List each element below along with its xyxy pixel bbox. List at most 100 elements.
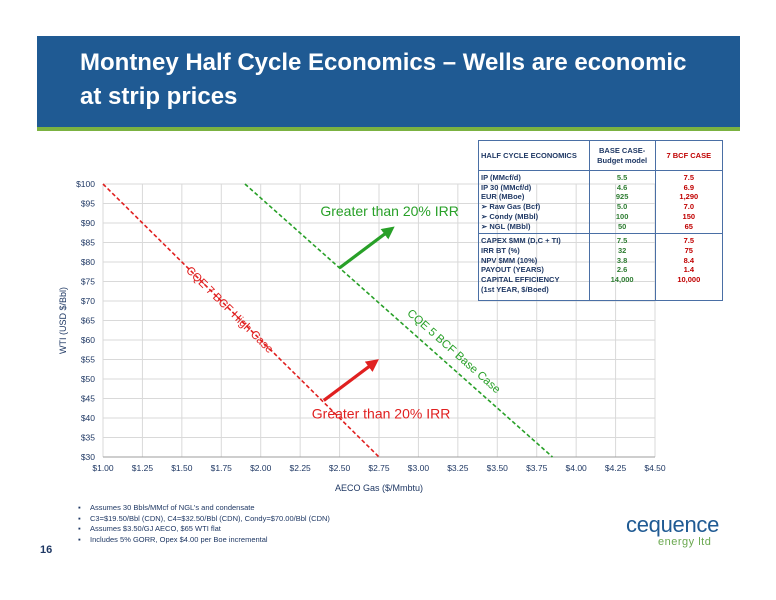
economics-label-line: IRR BT (%) <box>481 245 520 255</box>
title-banner-stripe <box>37 127 740 131</box>
y-tick-label: $55 <box>81 355 95 365</box>
production-high-value-line: 7.0 <box>683 202 695 212</box>
economics-label-line: CAPEX $MM (D,C + TI) <box>481 236 561 246</box>
table-header-high: 7 BCF CASE <box>654 140 724 171</box>
economics-high-values: 7.5 75 8.4 1.4 10,000 <box>654 233 724 302</box>
production-high-value-line: 1,290 <box>679 192 699 202</box>
table-section-production: IP (MMcf/d) IP 30 (MMcf/d) EUR (MBoe) ➢ Raw… <box>478 169 724 235</box>
economics-base-value-line: 2.6 <box>616 265 628 275</box>
base-case-line <box>244 183 554 458</box>
x-tick-label: $3.50 <box>487 463 509 473</box>
production-label-line: ➢ NGL (MBbl) <box>481 221 531 231</box>
economics-labels: CAPEX $MM (D,C + TI) IRR BT (%) NPV $MM (1… <box>478 233 590 302</box>
table-header-base-line2: Budget model <box>597 155 648 165</box>
x-tick-label: $2.25 <box>290 463 312 473</box>
production-high-values: 7.5 6.9 1,290 7.0 150 65 <box>654 169 724 235</box>
production-high-value-line: 6.9 <box>683 182 695 192</box>
base-case-irr-annotation: Greater than 20% IRR <box>320 203 459 219</box>
x-tick-label: $2.75 <box>368 463 390 473</box>
production-high-value-line: 65 <box>684 221 693 231</box>
y-tick-label: $70 <box>81 296 95 306</box>
x-tick-label: $2.50 <box>329 463 351 473</box>
high-case-irr-annotation: Greater than 20% IRR <box>312 405 451 421</box>
table-header-row: HALF CYCLE ECONOMICS BASE CASE- Budget m… <box>478 140 724 171</box>
x-tick-label: $4.00 <box>566 463 588 473</box>
x-tick-label: $1.25 <box>132 463 154 473</box>
economics-label-line: NPV $MM (10%) <box>481 255 538 265</box>
x-tick-label: $4.50 <box>644 463 666 473</box>
economics-high-value-line: 1.4 <box>683 265 695 275</box>
x-tick-label: $3.75 <box>526 463 548 473</box>
production-base-value-line: 100 <box>615 211 629 221</box>
economics-high-value-line: 75 <box>684 245 693 255</box>
x-tick-label: $1.50 <box>171 463 193 473</box>
economics-label-line: PAYOUT (YEARS) <box>481 265 544 275</box>
table-section-economics: CAPEX $MM (D,C + TI) IRR BT (%) NPV $MM (1… <box>478 233 724 302</box>
x-tick-label: $2.00 <box>250 463 272 473</box>
economics-high-value-line <box>658 285 720 295</box>
table-header-base: BASE CASE- Budget model <box>588 140 656 171</box>
y-tick-label: $65 <box>81 316 95 326</box>
x-tick-label: $3.25 <box>447 463 469 473</box>
y-tick-label: $75 <box>81 277 95 287</box>
economics-base-value-line: 32 <box>617 245 627 255</box>
economics-base-value-line <box>592 285 653 295</box>
note-item: C3=$19.50/Bbl (CDN), C4=$32.50/Bbl (CDN)… <box>78 514 330 525</box>
y-tick-label: $45 <box>81 394 95 404</box>
production-label-line: IP (MMcf/d) <box>481 173 521 182</box>
y-tick-label: $60 <box>81 335 95 345</box>
production-label-line: ➢ Raw Gas (Bcf) <box>481 202 541 212</box>
economics-high-value-line: 8.4 <box>683 255 695 265</box>
production-high-value-line: 150 <box>682 211 696 221</box>
production-base-value-line: 5.0 <box>616 202 628 212</box>
y-tick-label: $30 <box>81 452 95 462</box>
economics-high-value-line: 7.5 <box>683 236 695 246</box>
economics-base-values: 7.5 32 3.8 2.6 14,000 <box>588 233 656 302</box>
y-tick-label: $95 <box>81 199 95 209</box>
production-label-line: EUR (MBoe) <box>481 192 525 202</box>
high-case-label: CQE 7 BCF High Case <box>183 265 275 356</box>
assumption-notes: Assumes 30 Bbls/MMcf of NGL’s and conden… <box>78 503 330 546</box>
production-labels: IP (MMcf/d) IP 30 (MMcf/d) EUR (MBoe) ➢ Raw… <box>478 169 590 235</box>
economics-base-value-line: 3.8 <box>616 255 628 265</box>
economics-label-line: CAPITAL EFFICIENCY <box>481 275 560 285</box>
production-base-values: 5.5 4.6 925 5.0 100 50 <box>588 169 656 235</box>
table-header-base-line1: BASE CASE- <box>598 145 646 155</box>
high-case-arrow <box>322 359 379 402</box>
company-logo: cequence <box>626 512 720 537</box>
half-cycle-economics-table: HALF CYCLE ECONOMICS BASE CASE- Budget m… <box>478 140 724 302</box>
company-logo-subtitle: energy ltd <box>658 536 712 548</box>
x-axis-label: AECO Gas ($/Mmbtu) <box>335 483 423 493</box>
note-item: Assumes $3.50/GJ AECO, $65 WTI flat <box>78 524 330 535</box>
y-tick-label: $35 <box>81 433 95 443</box>
base-case-arrow <box>338 226 395 270</box>
y-tick-label: $90 <box>81 218 95 228</box>
y-tick-label: $50 <box>81 374 95 384</box>
title-banner <box>37 36 740 127</box>
table-header-label: HALF CYCLE ECONOMICS <box>478 140 590 171</box>
production-label-line: IP 30 (MMcf/d) <box>481 182 532 192</box>
economics-high-value-line: 10,000 <box>677 275 701 285</box>
production-base-value-line: 4.6 <box>616 182 628 192</box>
y-tick-label: $85 <box>81 238 95 248</box>
production-base-value-line: 50 <box>617 221 627 231</box>
page-number: 16 <box>40 544 53 556</box>
economics-base-value-line: 7.5 <box>616 236 628 246</box>
production-base-value-line: 5.5 <box>616 173 628 182</box>
production-high-value-line: 7.5 <box>683 173 695 182</box>
slide-title: Montney Half Cycle Economics – Wells are… <box>80 46 720 114</box>
production-label-line: ➢ Condy (MBbl) <box>481 211 539 221</box>
x-tick-label: $1.00 <box>92 463 114 473</box>
x-tick-label: $1.75 <box>211 463 233 473</box>
x-tick-label: $3.00 <box>408 463 430 473</box>
slide-title-line1: Montney Half Cycle Economics – Wells are… <box>80 49 687 76</box>
slide-title-line2: at strip prices <box>80 83 238 110</box>
x-tick-label: $4.25 <box>605 463 627 473</box>
production-base-value-line: 925 <box>615 192 629 202</box>
y-axis-label: WTI (USD $/Bbl) <box>58 287 68 354</box>
note-item: Assumes 30 Bbls/MMcf of NGL’s and conden… <box>78 503 330 514</box>
y-tick-label: $100 <box>76 179 95 189</box>
economics-base-value-line: 14,000 <box>610 275 634 285</box>
y-tick-label: $80 <box>81 257 95 267</box>
y-tick-label: $40 <box>81 413 95 423</box>
